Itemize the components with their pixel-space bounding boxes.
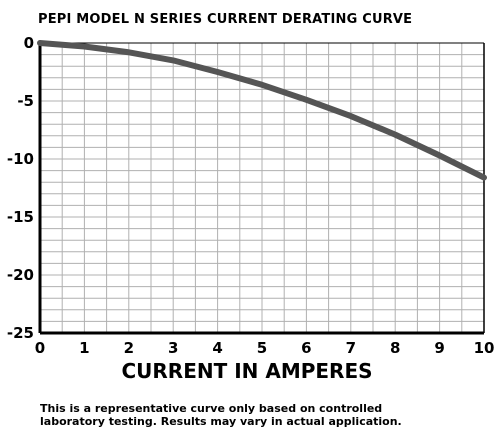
disclaimer-line-1: This is a representative curve only base… [40,402,383,415]
x-tick-label: 8 [390,339,400,357]
chart-title: PEPI MODEL N SERIES CURRENT DERATING CUR… [38,12,413,27]
x-tick-label: 4 [212,339,222,357]
y-tick-label: -5 [17,92,34,110]
y-tick-label: 0 [24,34,34,52]
disclaimer-note: This is a representative curve only base… [40,402,402,428]
series-layer [37,40,487,181]
derating-chart: 0 1 2 3 4 5 6 7 8 9 10 0 -5 -10 -15 -20 -25 [7,34,494,357]
x-tick-label: 9 [434,339,444,357]
disclaimer-line-2: laboratory testing. Results may vary in … [40,415,402,428]
x-tick-labels: 0 1 2 3 4 5 6 7 8 9 10 [35,339,494,357]
derating-curve-line [37,40,487,181]
x-tick-label: 5 [257,339,267,357]
y-tick-label: -25 [7,324,34,342]
x-tick-label: 0 [35,339,45,357]
x-tick-label: 10 [474,339,494,357]
plot-frame [38,42,485,335]
x-tick-label: 3 [168,339,178,357]
x-axis-label: CURRENT IN AMPERES [121,359,373,383]
y-tick-label: -20 [7,266,34,284]
x-tick-label: 7 [346,339,356,357]
x-tick-label: 2 [124,339,134,357]
x-tick-label: 1 [79,339,89,357]
x-tick-label: 6 [301,339,311,357]
y-tick-labels: 0 -5 -10 -15 -20 -25 [7,34,34,342]
y-tick-label: -15 [7,208,34,226]
y-tick-label: -10 [7,150,34,168]
